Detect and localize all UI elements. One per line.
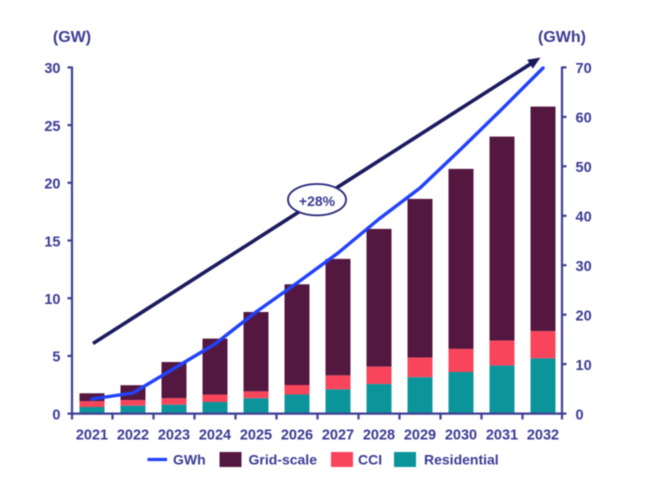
svg-text:Grid-scale: Grid-scale xyxy=(249,452,318,468)
svg-text:2029: 2029 xyxy=(404,428,436,444)
svg-text:2024: 2024 xyxy=(199,428,231,444)
svg-text:30: 30 xyxy=(576,259,592,275)
svg-text:2027: 2027 xyxy=(322,428,354,444)
svg-text:0: 0 xyxy=(52,407,60,423)
svg-text:2022: 2022 xyxy=(117,428,149,444)
svg-text:Residential: Residential xyxy=(424,452,499,468)
svg-text:2028: 2028 xyxy=(363,428,395,444)
svg-text:GWh: GWh xyxy=(173,452,206,468)
svg-text:15: 15 xyxy=(44,234,60,250)
svg-text:2032: 2032 xyxy=(527,428,559,444)
svg-text:10: 10 xyxy=(576,358,592,374)
svg-text:10: 10 xyxy=(44,292,60,308)
svg-text:20: 20 xyxy=(44,177,60,193)
svg-text:60: 60 xyxy=(576,111,592,127)
svg-text:2026: 2026 xyxy=(281,428,313,444)
svg-text:70: 70 xyxy=(576,61,592,77)
svg-text:2023: 2023 xyxy=(158,428,190,444)
svg-text:CCI: CCI xyxy=(358,452,382,468)
svg-text:25: 25 xyxy=(44,119,60,135)
svg-text:30: 30 xyxy=(44,61,60,77)
svg-text:2030: 2030 xyxy=(445,428,477,444)
svg-text:0: 0 xyxy=(576,407,584,423)
svg-text:(GWh): (GWh) xyxy=(538,29,586,46)
svg-text:2021: 2021 xyxy=(76,428,108,444)
svg-text:2031: 2031 xyxy=(486,428,518,444)
svg-text:+28%: +28% xyxy=(299,193,336,209)
svg-text:20: 20 xyxy=(576,309,592,325)
svg-text:2025: 2025 xyxy=(240,428,272,444)
svg-text:5: 5 xyxy=(52,350,60,366)
svg-text:50: 50 xyxy=(576,160,592,176)
svg-text:(GW): (GW) xyxy=(53,29,91,46)
svg-text:40: 40 xyxy=(576,210,592,226)
